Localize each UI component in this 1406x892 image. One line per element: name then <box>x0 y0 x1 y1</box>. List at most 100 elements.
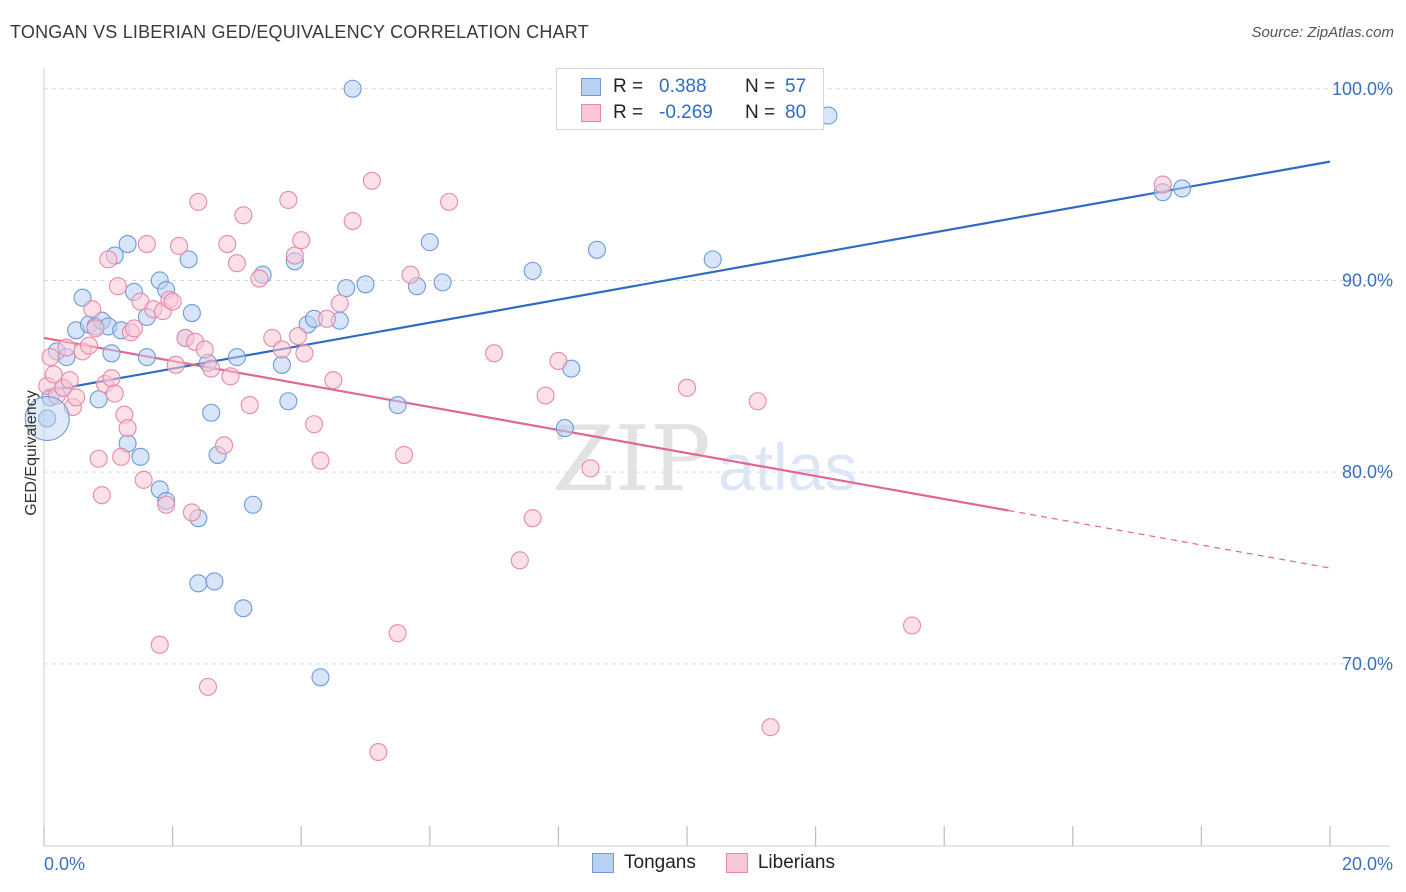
liberian-point <box>388 624 407 643</box>
liberians-swatch <box>725 853 748 873</box>
liberian-point <box>549 351 568 371</box>
r-value: 0.388 <box>659 76 707 97</box>
tick-labels: 70.0% 80.0% 90.0% 100.0% 0.0% 20.0% GED/Equiva… <box>23 79 1393 874</box>
liberian-point <box>83 300 102 319</box>
liberian-point <box>440 192 459 211</box>
tongan-point <box>555 419 574 438</box>
legend-item-liberians: Liberians <box>725 852 835 874</box>
watermark: ZIP atlas <box>552 407 857 512</box>
liberian-point <box>137 234 156 254</box>
liberian-point <box>311 451 330 470</box>
correlation-legend: R = 0.388 N = 57 R = -0.269 N = 80 <box>556 68 824 130</box>
liberian-point <box>214 436 234 455</box>
liberian-point <box>124 319 144 338</box>
n-value: 57 <box>785 76 807 97</box>
liberian-point <box>44 365 63 384</box>
liberian-point <box>362 171 381 190</box>
tongan-point <box>38 409 57 428</box>
liberian-point <box>324 371 343 390</box>
tongan-point <box>179 250 198 269</box>
liberian-point <box>395 445 414 464</box>
tongan-point <box>243 495 263 514</box>
liberian-point <box>89 449 108 468</box>
n-label: N = <box>745 76 776 97</box>
liberian-point <box>288 327 308 346</box>
tongan-point <box>523 261 542 280</box>
liberian-point <box>369 743 388 762</box>
liberian-point <box>118 419 137 438</box>
liberian-point <box>157 495 176 514</box>
liberian-point <box>343 211 362 231</box>
legend-row-tongans: R = 0.388 N = 57 <box>581 75 806 99</box>
liberian-point <box>510 551 529 570</box>
liberian-point <box>105 384 124 403</box>
axes <box>43 68 1390 847</box>
liberian-point <box>150 635 169 654</box>
liberian-point <box>285 246 304 265</box>
tongan-trend-line <box>43 160 1331 393</box>
legend-label-liberians: Liberians <box>757 852 835 873</box>
liberian-point <box>99 250 118 269</box>
r-label: R = <box>613 76 644 97</box>
y-tick-label: 80.0% <box>1342 462 1393 482</box>
tongan-point <box>102 344 121 363</box>
tongan-point <box>279 392 298 411</box>
liberian-point <box>57 338 76 357</box>
liberian-point <box>102 369 121 388</box>
tongans-swatch <box>581 78 601 96</box>
liberian-point <box>169 236 189 256</box>
tongan-point <box>205 572 224 591</box>
tongan-point <box>189 574 208 593</box>
liberian-point <box>221 367 240 386</box>
x-tick-label: 0.0% <box>44 854 85 874</box>
liberian-point <box>523 509 542 528</box>
liberian-point <box>134 470 153 489</box>
tongan-point <box>118 234 137 254</box>
tongan-point <box>89 390 108 409</box>
tongan-point <box>272 355 291 374</box>
tongan-point <box>182 304 201 323</box>
liberian-point <box>240 396 259 415</box>
liberian-point <box>485 344 504 363</box>
tongan-point <box>587 240 607 259</box>
n-value: 80 <box>785 102 807 123</box>
liberian-point <box>1153 175 1172 194</box>
liberian-point <box>250 269 269 288</box>
chart-title: TONGAN VS LIBERIAN GED/EQUIVALENCY CORRE… <box>10 22 589 42</box>
legend-item-tongans: Tongans <box>592 852 696 874</box>
tongan-point <box>356 275 375 294</box>
source-label: Source: ZipAtlas.com <box>1251 24 1394 41</box>
y-tick-label: 70.0% <box>1342 654 1393 674</box>
tongan-point <box>1173 179 1192 198</box>
r-value: -0.269 <box>659 102 713 123</box>
legend-row-liberians: R = -0.269 N = 80 <box>581 101 806 125</box>
tongan-point-cluster <box>24 395 70 441</box>
liberian-point <box>902 616 922 635</box>
liberian-point <box>198 677 218 696</box>
tongans-swatch <box>592 853 614 873</box>
tongan-point <box>337 279 356 298</box>
liberian-point <box>677 378 697 397</box>
liberian-point <box>748 392 767 411</box>
tongan-point <box>388 396 407 415</box>
liberian-point <box>581 459 600 478</box>
tongan-point <box>420 233 439 252</box>
liberian-point <box>86 319 105 338</box>
tongan-point <box>234 599 253 618</box>
tongan-point <box>343 79 362 98</box>
tongan-point <box>137 348 156 367</box>
liberian-point <box>305 415 324 434</box>
x-tick-label: 20.0% <box>1342 854 1393 874</box>
liberian-point <box>112 447 131 466</box>
liberian-point <box>41 348 60 367</box>
n-label: N = <box>745 102 776 123</box>
y-tick-label: 100.0% <box>1332 79 1393 99</box>
liberian-point <box>189 192 208 211</box>
liberian-point <box>79 336 99 355</box>
y-axis-label: GED/Equivalency <box>23 390 40 515</box>
tongan-point <box>433 273 452 292</box>
liberian-point <box>218 234 237 254</box>
data-points <box>24 79 1192 762</box>
tongan-point <box>311 668 330 687</box>
